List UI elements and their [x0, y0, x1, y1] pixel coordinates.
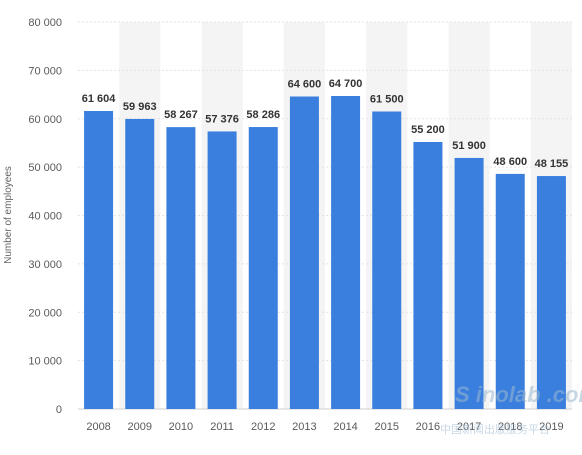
x-tick-label-2010: 2010	[169, 421, 193, 433]
data-label-2016: 55 200	[411, 124, 445, 136]
y-axis-ticks: 0 10 000 20 000 30 000 40 000 50 000 60 000 70 …	[28, 17, 62, 416]
data-label-2011: 57 376	[205, 113, 239, 125]
x-tick-label-2009: 2009	[128, 421, 152, 433]
data-label-2009: 59 963	[123, 101, 157, 113]
bar-2018[interactable]	[495, 173, 525, 409]
y-tick-label: 50 000	[28, 162, 62, 174]
bar-2013[interactable]	[289, 96, 319, 409]
data-label-2015: 61 500	[370, 93, 404, 105]
y-tick-label: 20 000	[28, 307, 62, 319]
x-tick-label-2019: 2019	[539, 421, 563, 433]
x-axis-ticks: 2008 2009 2010 2011 2012 2013 2014 2015 2016 2017…	[86, 421, 563, 433]
data-label-2010: 58 267	[164, 109, 198, 121]
y-axis-title: Number of employees	[3, 166, 14, 264]
x-tick-label-2015: 2015	[375, 421, 399, 433]
x-tick-label-2017: 2017	[457, 421, 481, 433]
watermark-text: S inolab .com	[455, 382, 582, 407]
bar-2008[interactable]	[84, 110, 114, 409]
data-label-2014: 64 700	[329, 78, 363, 90]
bars	[84, 96, 566, 410]
watermark: S inolab .com 中国新闻出版服务平台	[440, 382, 582, 436]
y-tick-label: 10 000	[28, 356, 62, 368]
data-labels: 61 604 59 963 58 267 57 376 58 286 64 600 64 7…	[82, 78, 568, 170]
x-tick-label-2014: 2014	[333, 421, 357, 433]
x-tick-label-2012: 2012	[251, 421, 275, 433]
bar-2016[interactable]	[413, 141, 443, 409]
bar-2019[interactable]	[536, 176, 566, 409]
x-tick-label-2018: 2018	[498, 421, 522, 433]
bar-2009[interactable]	[125, 118, 155, 409]
data-label-2012: 58 286	[246, 109, 280, 121]
x-tick-label-2011: 2011	[210, 421, 234, 433]
y-tick-label: 0	[56, 404, 62, 416]
y-tick-label: 80 000	[28, 17, 62, 29]
x-tick-label-2016: 2016	[416, 421, 440, 433]
bar-2012[interactable]	[248, 127, 278, 409]
x-tick-label-2008: 2008	[86, 421, 110, 433]
bar-2017[interactable]	[454, 157, 484, 409]
bar-2015[interactable]	[372, 111, 402, 410]
data-label-2013: 64 600	[288, 78, 322, 90]
data-label-2017: 51 900	[452, 140, 486, 152]
data-label-2018: 48 600	[493, 156, 527, 168]
gridlines	[78, 21, 572, 410]
data-label-2019: 48 155	[535, 158, 569, 170]
x-tick-label-2013: 2013	[292, 421, 316, 433]
data-label-2008: 61 604	[82, 93, 117, 105]
y-tick-label: 30 000	[28, 259, 62, 271]
bar-2014[interactable]	[331, 96, 361, 410]
bar-2011[interactable]	[207, 131, 237, 409]
y-tick-label: 60 000	[28, 114, 62, 126]
bar-2010[interactable]	[166, 127, 196, 409]
y-tick-label: 40 000	[28, 211, 62, 223]
watermark-subtext: 中国新闻出版服务平台	[440, 422, 550, 436]
y-tick-label: 70 000	[28, 65, 62, 77]
